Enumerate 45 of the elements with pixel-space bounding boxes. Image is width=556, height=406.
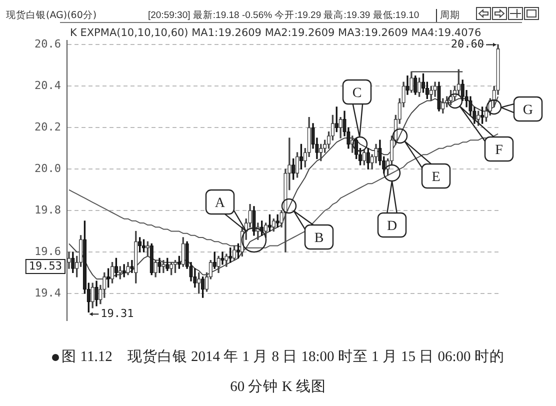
y-tick-label: 19.8: [34, 203, 61, 216]
text: 现货白银(AG)(60分): [6, 9, 97, 22]
annotation: D: [386, 219, 397, 234]
y-tick-label: 20.4: [34, 79, 62, 92]
annotation: 19.31: [100, 306, 134, 320]
annotation: A: [214, 196, 226, 211]
candlestick: [295, 152, 300, 178]
annotation: 20.60: [450, 38, 484, 51]
candlestick: [67, 252, 71, 269]
candlestick: [417, 78, 422, 97]
candlestick: [173, 260, 178, 274]
candlestick: [264, 222, 268, 238]
y-tick-label: 20.6: [34, 38, 61, 51]
y-tick-label: 19.4: [34, 286, 62, 300]
point: [352, 136, 368, 152]
y-tick-label: 19.6: [34, 244, 61, 258]
text: [20:59:30] 最新:19.18 -0.56% 今开:19.29 最高:19.39 最低:19.10: [148, 9, 420, 22]
candlestick: [480, 106, 484, 124]
annotation: B: [314, 231, 324, 246]
candlestick: [299, 144, 304, 170]
point: [447, 93, 462, 108]
point: [282, 198, 297, 214]
candlestick: [220, 252, 224, 265]
text: K EXPMA(10,10,10,60) MA1:19.2609 MA2:19.2609 MA3:19.2609 MA4:19.4076: [70, 27, 482, 39]
candlestick: [200, 276, 205, 298]
candlestick: [406, 76, 410, 95]
candlestick: [142, 239, 146, 252]
annotation: F: [494, 142, 503, 158]
y-tick-label: 20.0: [34, 162, 61, 175]
annotation: C: [352, 86, 362, 102]
annotation: E: [431, 170, 440, 185]
text: 图 11.12 现货白银 2014 年 1 月 8 日 18:00 时至 1 月 15 日 06:00 时的 60 分钟 K 线图: [62, 349, 504, 395]
candlestick: [232, 245, 236, 261]
annotation: 19.53: [28, 259, 62, 272]
point: [486, 99, 502, 115]
circled-callout: G: [486, 96, 544, 122]
candlestick: [122, 264, 126, 278]
candlestick: [169, 262, 174, 276]
y-tick-label: 20.2: [34, 120, 61, 134]
point: [392, 128, 408, 144]
candlestick: [236, 243, 240, 259]
candlestick: [114, 258, 118, 278]
candlestick: [362, 150, 366, 166]
candlestick: [268, 214, 272, 232]
text: 周期: [436, 9, 460, 22]
